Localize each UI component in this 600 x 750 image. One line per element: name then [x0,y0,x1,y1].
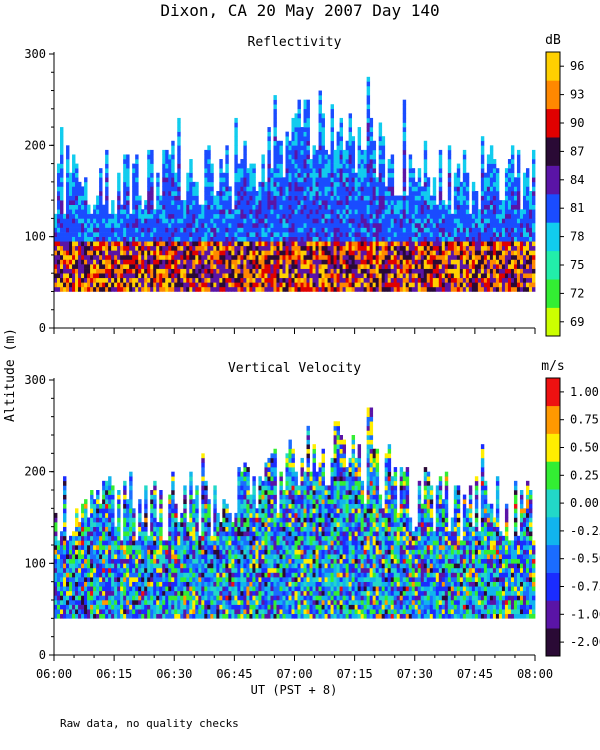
colorbar-segment [546,222,560,252]
colorbar-tick-label: 0.00 [570,496,599,510]
y-tick-label: 200 [24,138,46,152]
x-tick-label: 06:45 [216,667,252,681]
x-tick-label: 06:00 [36,667,72,681]
x-tick-label: 07:15 [337,667,373,681]
y-tick-label: 100 [24,556,46,570]
colorbar-tick-label: 90 [570,116,584,130]
y-axis-label: Altitude (m) [3,328,18,422]
colorbar-tick-label: 0.25 [570,468,599,482]
colorbar-frame [545,377,561,657]
colorbar-tick-label: 93 [570,88,584,102]
y-tick-label: 100 [24,230,46,244]
colorbar-segment [546,108,560,138]
colorbar-tick-label: 69 [570,315,584,329]
colorbar-tick-label: 87 [570,144,584,158]
y-tick-label: 300 [24,373,46,387]
y-tick-label: 300 [24,47,46,61]
colorbar-segment [546,517,560,546]
colorbar-unit: dB [545,33,561,48]
colorbar-segment [546,378,560,407]
colorbar-segment [546,52,560,81]
x-tick-label: 07:00 [276,667,312,681]
reflectivity-panel: Reflectivity 0 100 200 300 dB 69 72 75 78 81 84 87 90… [24,33,584,337]
colorbar-unit: m/s [541,359,564,374]
colorbar-tick-label: -0.25 [570,524,600,538]
heatmap-field [54,76,536,292]
colorbar-tick-label: -1.00 [570,607,600,621]
colorbar-tick-label: 81 [570,201,584,215]
colorbar-segment [546,250,560,280]
y-tick-label: 200 [24,465,46,479]
colorbar-segment [546,433,560,462]
y-tick-label: 0 [39,321,46,335]
colorbar-tick-label: 72 [570,286,584,300]
colorbar-tick-label: 78 [570,230,584,244]
colorbar-tick-label: 75 [570,258,584,272]
colorbar-segment [546,572,560,601]
colorbar-tick-label: -2.00 [570,635,600,649]
panel-title: Reflectivity [248,35,342,50]
colorbar-segment [546,544,560,573]
x-tick-label: 08:00 [517,667,553,681]
colorbar-segment [546,80,560,110]
heatmap-field [54,407,536,619]
colorbar-segment [546,600,560,629]
colorbar-segment [546,489,560,518]
colorbar-tick-label: 1.00 [570,385,599,399]
x-tick-label: 06:15 [96,667,132,681]
colorbar-tick-label: 96 [570,59,584,73]
figure-title: Dixon, CA 20 May 2007 Day 140 [160,1,439,20]
colorbar-segment [546,405,560,434]
colorbar-segment [546,628,560,657]
colorbar-segment [546,307,560,337]
colorbar-segment [546,279,560,308]
colorbar-frame [545,51,561,337]
x-tick-label: 07:30 [397,667,433,681]
colorbar-segment [546,165,560,195]
colorbar-tick-label: 0.50 [570,441,599,455]
y-tick-label: 0 [39,648,46,662]
colorbar-tick-label: 0.75 [570,413,599,427]
x-tick-label: 06:30 [156,667,192,681]
colorbar-tick-label: -0.50 [570,552,600,566]
colorbar-segment [546,194,560,223]
x-axis-label: UT (PST + 8) [251,683,338,697]
colorbar-tick-label: 84 [570,173,584,187]
footnote: Raw data, no quality checks [60,717,239,730]
panel-title: Vertical Velocity [228,361,361,376]
vertical-velocity-panel: Vertical Velocity 0 100 200 300 06:00 06:15 06:… [24,359,600,681]
colorbar-tick-label: -0.75 [570,580,600,594]
colorbar-segment [546,461,560,490]
x-tick-label: 07:45 [457,667,493,681]
colorbar-segment [546,137,560,166]
